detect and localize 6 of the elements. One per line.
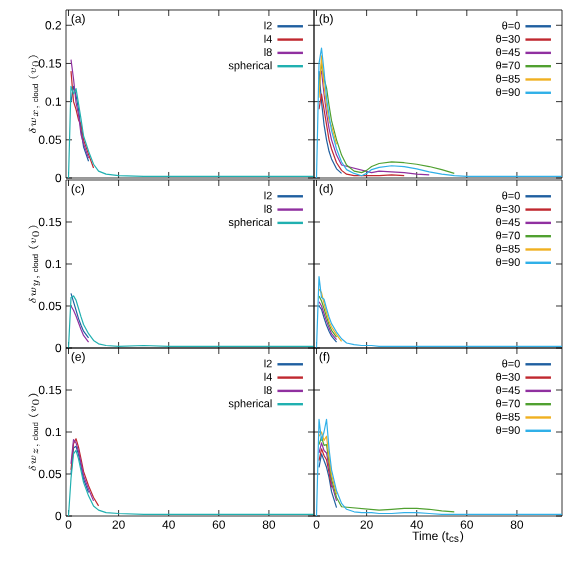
y-axis-title: $\delta w_{z,\,\mathrm{cloud}}\ (v_{0})$ <box>28 393 40 471</box>
line-series <box>70 70 95 169</box>
y-axis-title: $\delta w_{x,\,\mathrm{cloud}}\ (v_{0})$ <box>28 55 40 133</box>
line-series <box>70 59 90 159</box>
y-axis-title: $\delta w_{y,\,\mathrm{cloud}}\ (v_{0})$ <box>28 225 41 303</box>
line-series <box>70 305 90 343</box>
